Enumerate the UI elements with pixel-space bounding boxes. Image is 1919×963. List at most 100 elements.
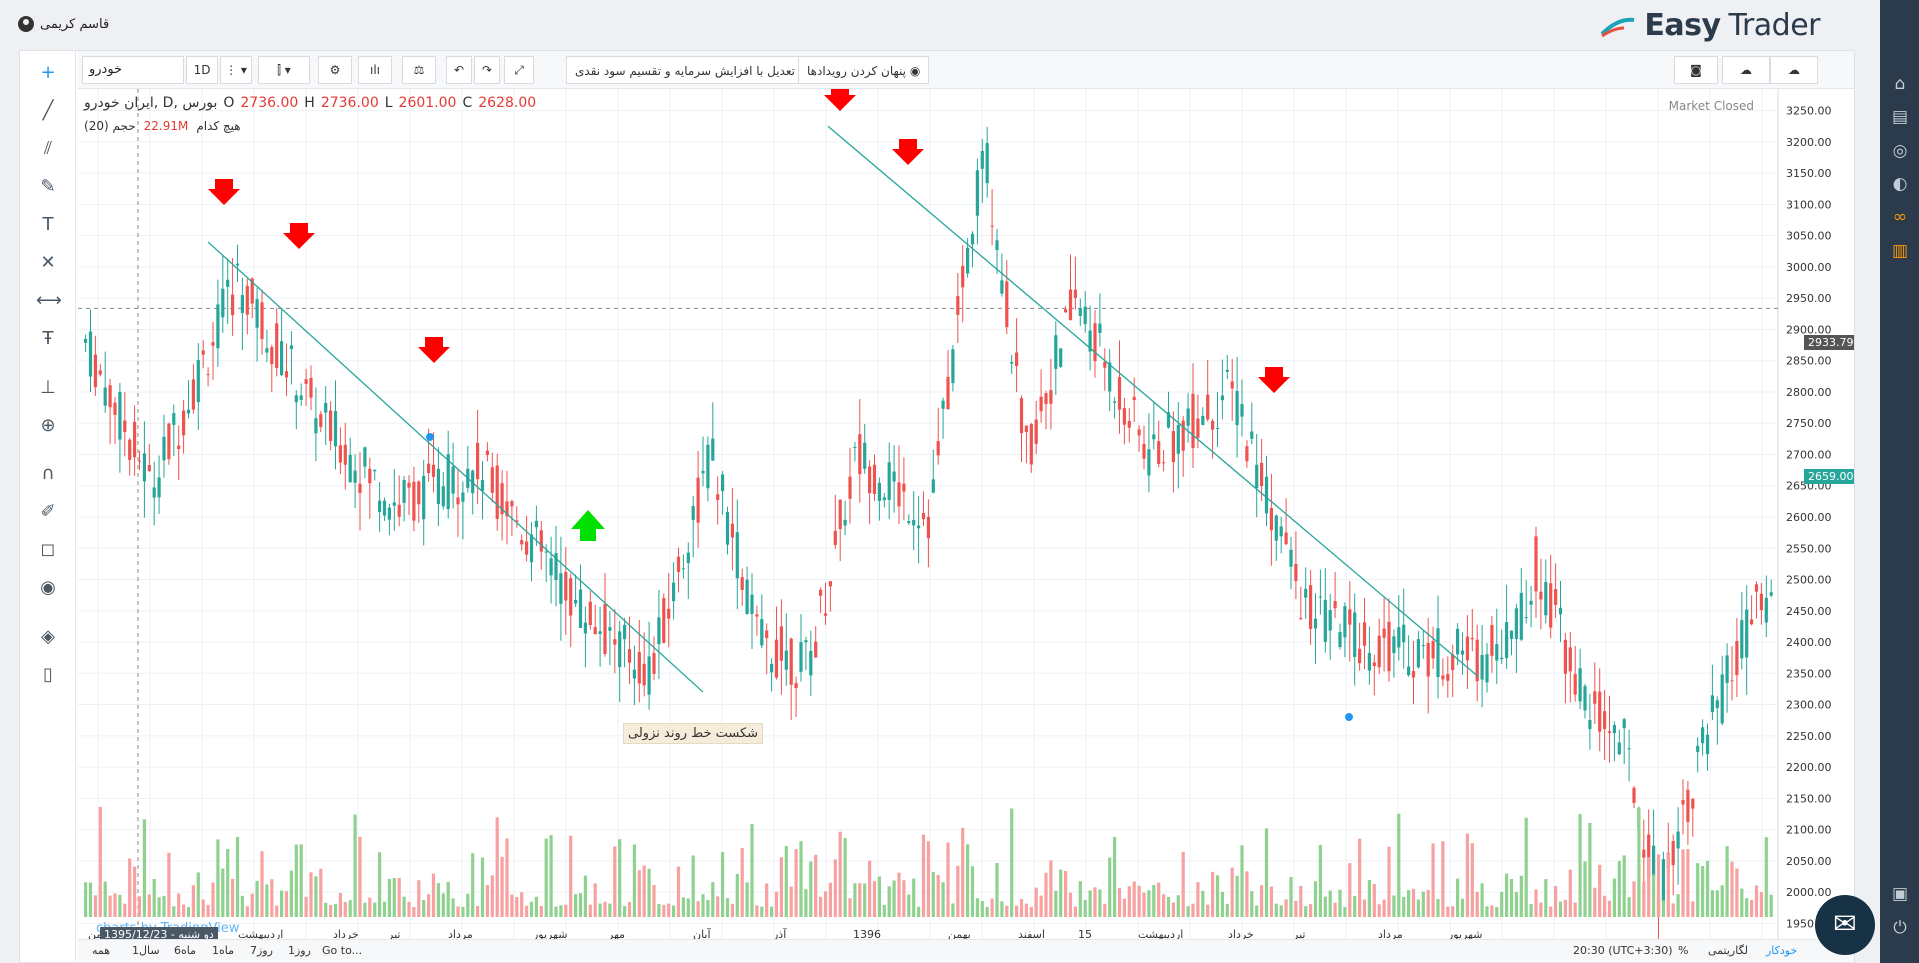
candle-body <box>1436 628 1440 678</box>
lock-drawing-icon[interactable]: ✐ <box>40 501 56 522</box>
goto-date[interactable]: Go to... <box>322 944 363 957</box>
volume-bar <box>539 906 543 917</box>
globe-icon[interactable]: ◐ <box>1892 174 1908 194</box>
trendline-icon[interactable]: ╱ <box>42 100 54 121</box>
bar-chart-icon[interactable]: ▥ <box>1891 241 1909 261</box>
fullscreen-icon[interactable]: ⤢ <box>504 56 534 84</box>
candle-body <box>1264 476 1269 514</box>
volume-bar <box>128 858 132 917</box>
zoom-in-icon[interactable]: ⊕ <box>40 415 56 436</box>
settings-icon[interactable]: ⚙ <box>318 56 352 84</box>
range-all[interactable]: همه <box>92 944 111 957</box>
cloud-download-icon[interactable]: ☁ <box>1722 56 1770 84</box>
candle-body <box>1162 462 1166 464</box>
unlock-icon[interactable]: ◻ <box>40 539 56 560</box>
home-icon[interactable]: ⌂ <box>1894 74 1906 94</box>
volume-bar <box>226 849 230 917</box>
layers-icon[interactable]: ◈ <box>41 626 55 647</box>
coins-icon[interactable]: ◎ <box>1892 141 1908 161</box>
symbol-search-input[interactable]: خودرو <box>82 56 184 84</box>
eye-icon[interactable]: ◉ <box>40 577 56 598</box>
user-menu[interactable]: قاسم کریمی <box>18 16 109 32</box>
log-toggle[interactable]: لگاریتمی <box>1708 944 1748 957</box>
volume-bar <box>569 835 573 917</box>
logo-trader: Trader <box>1728 8 1821 43</box>
compare-icon[interactable]: ⚖ <box>402 56 436 84</box>
camera-icon[interactable]: ◙ <box>1674 56 1718 84</box>
volume-bar <box>1549 906 1553 917</box>
fib-icon[interactable]: ⫽ <box>43 138 53 159</box>
volume-bar <box>1725 846 1729 917</box>
candle-body <box>1519 592 1523 640</box>
auto-toggle[interactable]: خودکار <box>1766 944 1798 957</box>
candle-body <box>1142 443 1146 459</box>
volume-bar <box>221 868 225 917</box>
volume-bar <box>1215 875 1220 917</box>
trash-icon[interactable]: ▯ <box>43 664 53 685</box>
hide-events-button[interactable]: پنهان کردن رویدادها ◉ <box>798 56 930 84</box>
candle-body <box>711 438 715 461</box>
candle-body <box>1029 424 1033 465</box>
adjust-dividends-toggle[interactable]: تعدیل با افزایش سرمایه و تقسیم سود نقدی <box>566 56 804 84</box>
chart-type-button[interactable]: ⫿ ▾ <box>258 56 310 84</box>
price-tick: 2050.00 <box>1786 855 1832 868</box>
undo-icon[interactable]: ↶ <box>446 56 472 84</box>
power-icon[interactable]: ⏻ <box>1893 918 1907 938</box>
candle-body <box>868 466 872 494</box>
candle-body <box>304 379 308 384</box>
price-tick: 3050.00 <box>1786 230 1832 243</box>
hide-events-label: پنهان کردن رویدادها <box>807 64 906 78</box>
support-chat-button[interactable]: ✉ <box>1815 895 1875 955</box>
candle-body <box>529 534 534 563</box>
candle-body <box>1632 787 1636 803</box>
candle-body <box>177 445 181 449</box>
volume-bar <box>294 844 298 917</box>
volume-bar <box>1759 892 1763 917</box>
chart-canvas[interactable]: 3250.00 3200.00 3150.00 3100.00 3050.00 3000.… <box>78 85 1854 961</box>
redo-icon[interactable]: ↷ <box>474 56 500 84</box>
candle-body <box>407 482 411 488</box>
range-1d[interactable]: 1روز <box>288 944 311 957</box>
range-7d[interactable]: 7روز <box>250 944 273 957</box>
time-tick: تیر <box>1292 928 1305 939</box>
measure-icon[interactable]: ⟷ <box>36 290 62 311</box>
candle-body <box>1686 789 1690 823</box>
crosshair-icon[interactable]: + <box>40 62 56 83</box>
interval-dropdown[interactable]: ⋮ ▾ <box>220 56 252 84</box>
text-tool-icon[interactable]: T <box>42 214 54 235</box>
chat-icon[interactable]: ▣ <box>1891 884 1909 904</box>
volume-bar <box>1426 889 1430 917</box>
volume-bar <box>1696 863 1700 917</box>
volume-bar <box>745 882 749 917</box>
database-icon[interactable]: ▤ <box>1891 107 1909 127</box>
time-tick: بهمن <box>948 928 971 939</box>
range-1m[interactable]: 1ماه <box>212 944 235 957</box>
candle-body <box>1691 798 1695 809</box>
pattern-icon[interactable]: ✕ <box>40 252 56 273</box>
ruler-icon[interactable]: ⊥ <box>40 377 56 398</box>
indicators-icon[interactable]: ılı <box>358 56 392 84</box>
binoculars-icon[interactable]: ∞ <box>1892 207 1908 227</box>
brush-icon[interactable]: ✎ <box>40 176 56 197</box>
text-style-icon[interactable]: Ŧ <box>42 328 54 349</box>
volume-bar <box>1034 887 1038 917</box>
interval-button[interactable]: 1D <box>186 56 218 84</box>
volume-bar <box>956 865 960 917</box>
candle-body <box>770 663 774 673</box>
candle-body <box>1470 637 1474 640</box>
volume-bar <box>882 904 886 917</box>
candle-body <box>1554 589 1558 605</box>
range-6m[interactable]: 6ماه <box>174 944 197 957</box>
volume-bar <box>417 880 421 917</box>
candle-body <box>912 519 916 526</box>
cloud-upload-icon[interactable]: ☁ <box>1770 56 1818 84</box>
volume-bar <box>343 901 347 917</box>
candle-body <box>593 627 597 635</box>
volume-bar <box>765 883 769 917</box>
chart-annotation[interactable]: شکست خط روند نزولی <box>623 723 764 744</box>
percent-toggle[interactable]: % <box>1678 944 1689 957</box>
magnet-icon[interactable]: ∩ <box>41 463 55 484</box>
price-chart-svg[interactable]: 3250.00 3200.00 3150.00 3100.00 3050.00 3000.… <box>78 85 1854 948</box>
range-1y[interactable]: 1سال <box>132 944 160 957</box>
down-arrow-icon <box>208 179 240 205</box>
